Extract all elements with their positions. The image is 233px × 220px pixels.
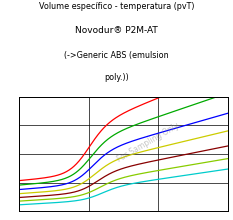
Text: For Sampling Only: For Sampling Only [116, 121, 181, 164]
Text: (->Generic ABS (emulsion: (->Generic ABS (emulsion [64, 51, 169, 60]
Text: poly.)): poly.)) [104, 73, 129, 82]
Text: Novodur® P2M-AT: Novodur® P2M-AT [75, 26, 158, 35]
Text: Volume específico - temperatura (pvT): Volume específico - temperatura (pvT) [39, 2, 194, 11]
